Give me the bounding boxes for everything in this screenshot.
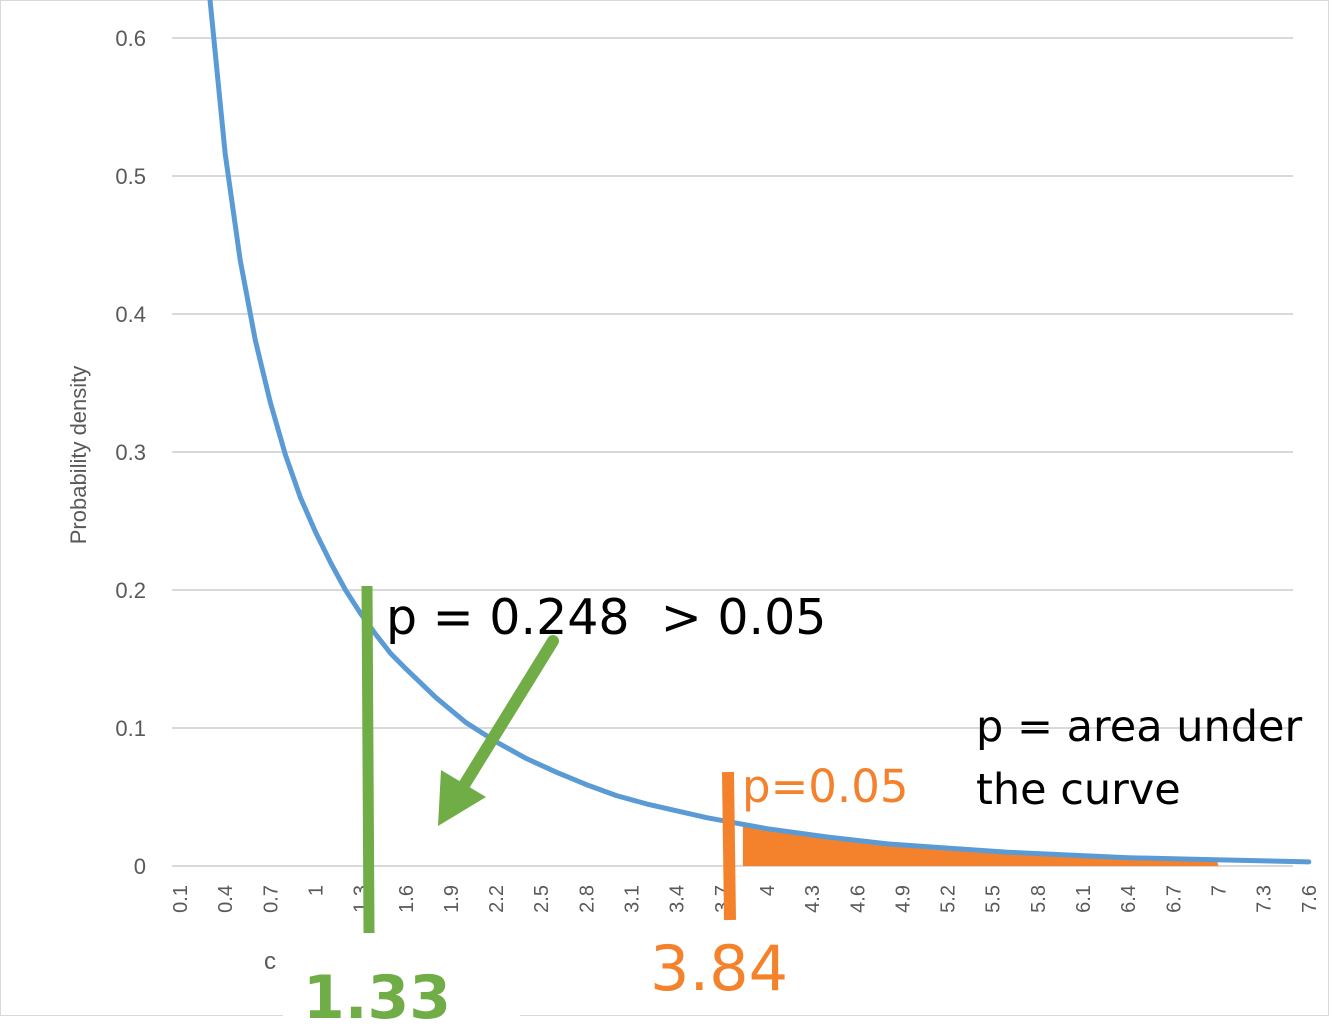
- annotation-arrow-head: [438, 770, 486, 826]
- x-tick-labels: 0.1 0.4 0.7 1 1.3 1.6 1.9 2.2 2.5 2.8 3.1 3.4 3.7 4 4.…: [170, 885, 1321, 913]
- annotation-arrow-shaft: [452, 635, 559, 801]
- x-tick-label: 6.4: [1118, 885, 1140, 913]
- x-tick-label: 7: [1208, 885, 1230, 896]
- x-tick-label: 1.9: [441, 885, 463, 913]
- x-tick-label: 5.2: [938, 885, 960, 913]
- x-tick-label: 4: [757, 885, 779, 896]
- y-tick-label: 0.2: [115, 578, 146, 603]
- x-tick-label: 5.5: [983, 885, 1005, 913]
- y-tick-label: 0: [134, 854, 146, 879]
- annotation-value-1.33: 1.33: [303, 963, 451, 1026]
- density-curve: [207, 0, 1312, 865]
- y-tick-label: 0.3: [115, 440, 146, 465]
- x-tick-label: 1.6: [396, 885, 418, 913]
- x-tick-label: 1: [305, 885, 327, 896]
- critical-value-marker-orange: [722, 771, 736, 921]
- y-tick-labels: 0 0.1 0.2 0.3 0.4 0.5 0.6: [115, 26, 146, 879]
- x-tick-label: 3.1: [622, 885, 644, 913]
- annotation-area-line2: the curve: [976, 765, 1181, 815]
- x-tick-label: 4.6: [847, 885, 869, 913]
- x-tick-label: 5.8: [1028, 885, 1050, 913]
- x-tick-label: 2.8: [576, 885, 598, 913]
- x-tick-label: 0.1: [170, 885, 192, 913]
- label-backdrop: [283, 948, 520, 1026]
- x-tick-label: 2.5: [531, 885, 553, 913]
- shaded-tail-area: [742, 824, 1219, 866]
- y-tick-label: 0.6: [115, 26, 146, 51]
- y-axis-label: Probability density: [66, 366, 91, 545]
- annotation-p-0.05: p=0.05: [742, 760, 908, 813]
- annotation-value-3.84: 3.84: [650, 932, 788, 1005]
- x-tick-label: 0.4: [215, 885, 237, 913]
- annotation-area-line1: p = area under: [976, 702, 1302, 752]
- x-tick-label: 2.2: [486, 885, 508, 913]
- y-tick-label: 0.1: [115, 716, 146, 741]
- x-tick-label: 7.3: [1254, 885, 1276, 913]
- y-tick-label: 0.4: [115, 302, 146, 327]
- annotation-p-value-comparison: p = 0.248 > 0.05: [386, 589, 826, 646]
- critical-value-marker-green: [361, 585, 375, 934]
- x-axis-label: c: [264, 948, 276, 975]
- x-tick-label: 3.4: [667, 885, 689, 913]
- x-tick-label: 4.9: [892, 885, 914, 913]
- x-tick-label: 6.7: [1163, 885, 1185, 913]
- y-tick-label: 0.5: [115, 164, 146, 189]
- x-tick-label: 0.7: [260, 885, 282, 913]
- x-tick-label: 4.3: [802, 885, 824, 913]
- x-tick-label: 7.6: [1299, 885, 1321, 913]
- x-tick-label: 6.1: [1073, 885, 1095, 913]
